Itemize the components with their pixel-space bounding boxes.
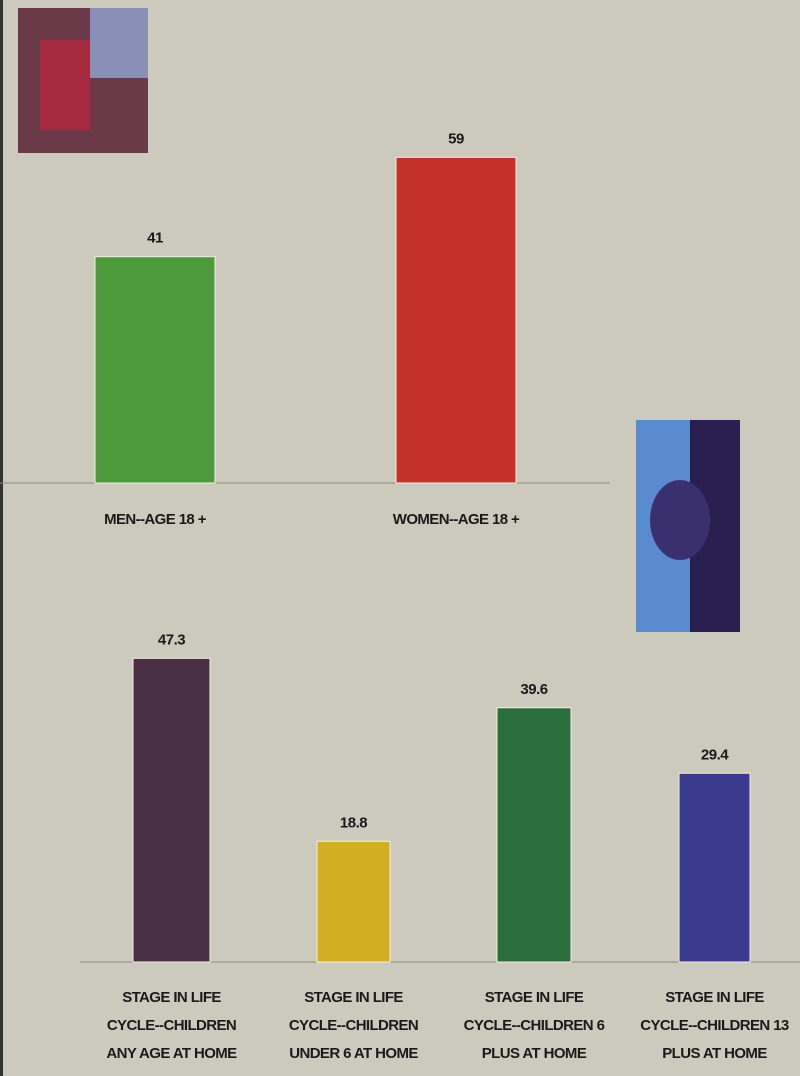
chart: 41 59 47.3 18.8 39.6 29.4	[0, 0, 800, 1076]
page-edge	[0, 0, 3, 1076]
category-label: STAGE IN LIFE CYCLE--CHILDREN ANY AGE AT…	[97, 984, 247, 1068]
value-label: 59	[448, 130, 464, 147]
bar	[497, 708, 571, 962]
bar	[396, 157, 516, 483]
value-label: 39.6	[520, 681, 547, 698]
value-label: 47.3	[158, 631, 185, 648]
bar	[679, 773, 750, 962]
category-label: STAGE IN LIFE CYCLE--CHILDREN 6 PLUS AT …	[459, 984, 609, 1068]
value-label: 41	[147, 230, 163, 247]
value-label: 29.4	[701, 746, 729, 763]
page: 415947.318.839.629.4 (() => { const data…	[0, 0, 800, 1076]
category-label: STAGE IN LIFE CYCLE--CHILDREN 13 PLUS AT…	[640, 984, 790, 1068]
value-label: 18.8	[340, 814, 367, 831]
category-label: WOMEN--AGE 18 +	[356, 506, 556, 534]
photo-top-left	[18, 8, 148, 153]
category-label: MEN--AGE 18 +	[55, 506, 255, 534]
bar	[133, 658, 210, 962]
bar	[317, 841, 390, 962]
photo-right	[636, 420, 740, 632]
category-label: STAGE IN LIFE CYCLE--CHILDREN UNDER 6 AT…	[279, 984, 429, 1068]
bar	[95, 257, 215, 483]
